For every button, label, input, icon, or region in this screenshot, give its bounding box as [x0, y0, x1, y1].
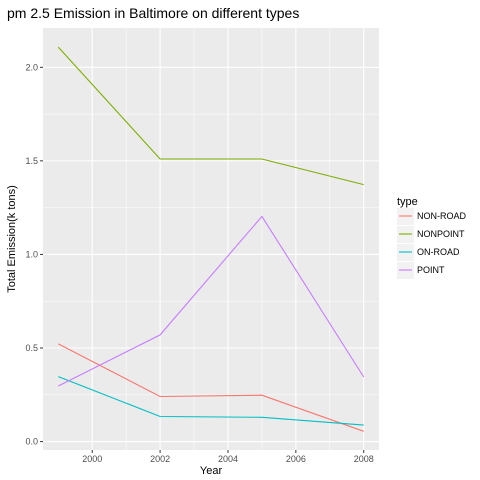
- series-line-nonpoint: [57, 46, 364, 186]
- legend-label: NON-ROAD: [417, 211, 466, 221]
- x-tick-label: 2002: [150, 454, 170, 464]
- y-tick-label: 0.0: [25, 437, 38, 447]
- y-axis: 0.0 0.5 1.0 1.5 2.0: [25, 62, 43, 447]
- y-tick-label: 1.5: [25, 156, 38, 166]
- x-axis: 2000 2002 2004 2006 2008: [82, 450, 374, 464]
- y-tick-label: 0.5: [25, 343, 38, 353]
- y-tick-label: 2.0: [25, 62, 38, 72]
- x-tick-label: 2004: [218, 454, 238, 464]
- major-gridlines: [43, 28, 379, 450]
- x-tick-label: 2008: [354, 454, 374, 464]
- plot-panel: [43, 28, 379, 450]
- series-lines: [57, 46, 365, 432]
- x-axis-title: Year: [200, 465, 223, 477]
- series-line-point: [58, 215, 365, 387]
- legend-label: NONPOINT: [417, 229, 465, 239]
- x-tick-label: 2006: [286, 454, 306, 464]
- legend-label: ON-ROAD: [417, 247, 460, 257]
- legend-label: POINT: [417, 265, 445, 275]
- y-tick-label: 1.0: [25, 249, 38, 259]
- series-line-on-road: [58, 376, 364, 426]
- legend-title: type: [397, 196, 418, 208]
- y-axis-title: Total Emission(k tons): [6, 185, 18, 293]
- legend: type NON-ROAD NONPOINT ON-ROAD POINT: [397, 196, 466, 279]
- chart-title: pm 2.5 Emission in Baltimore on differen…: [7, 5, 299, 21]
- minor-gridlines: [43, 28, 379, 450]
- series-line-non-road: [58, 343, 364, 432]
- x-tick-label: 2000: [82, 454, 102, 464]
